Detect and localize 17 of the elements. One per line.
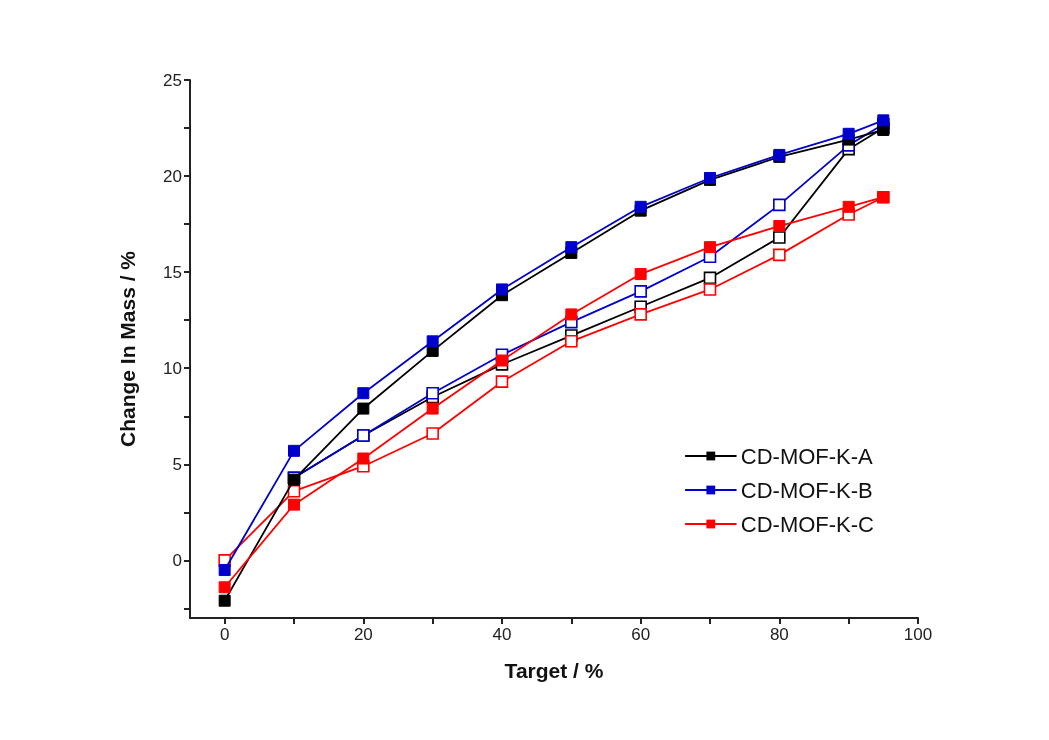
x-axis-title: Target / % [504, 659, 604, 682]
x-tick-label: 80 [769, 625, 789, 644]
x-tick-label: 20 [353, 625, 373, 644]
x-tick-label: 100 [903, 625, 933, 644]
y-tick-label: 20 [163, 166, 182, 186]
y-tick-label: 5 [172, 454, 182, 474]
y-tick-label: 25 [163, 70, 182, 90]
y-tick-label: 15 [163, 262, 182, 282]
legend-label: CD-MOF-K-B [740, 477, 873, 503]
x-tick-label: 40 [492, 625, 512, 644]
y-tick-label: 0 [172, 550, 182, 570]
y-tick-label: 10 [163, 358, 182, 378]
x-tick-label: 60 [631, 625, 651, 644]
legend-label: CD-MOF-K-C [740, 511, 875, 537]
y-axis-title: Change In Mass / % [116, 250, 139, 448]
x-tick-label: 0 [219, 625, 230, 644]
legend-label: CD-MOF-K-A [740, 443, 874, 469]
